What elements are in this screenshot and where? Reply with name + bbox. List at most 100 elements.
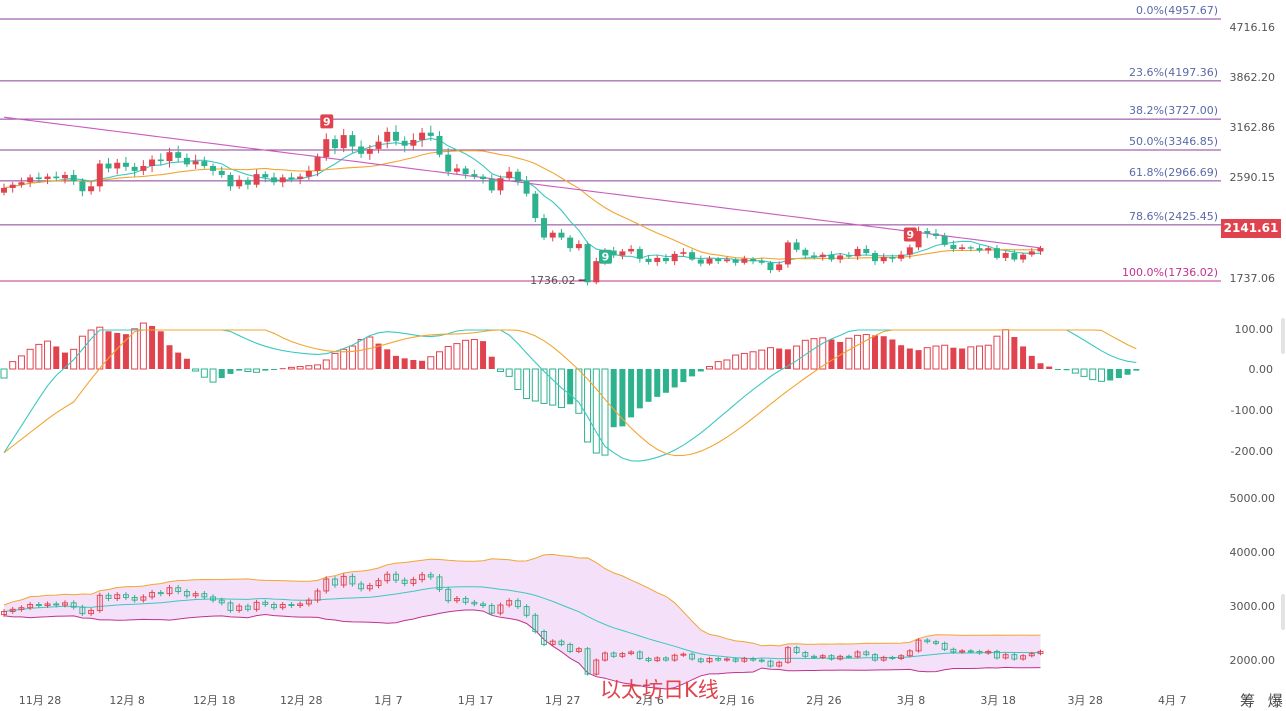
boll-candle-body	[210, 596, 216, 601]
candle-body	[506, 171, 513, 179]
boll-candle-body	[88, 609, 95, 615]
boll-candle-body	[924, 639, 931, 643]
boll-candle	[602, 651, 608, 662]
boll-candle	[924, 638, 931, 644]
boll-candle-body	[645, 658, 652, 662]
boll-candle-body	[393, 573, 399, 581]
candle-body	[915, 231, 922, 248]
boll-candle-body	[906, 650, 913, 657]
candle-body	[1002, 253, 1009, 258]
candle-body	[872, 253, 878, 262]
macd-bar	[392, 355, 399, 369]
fib-label-6: 100.0%(1736.02)	[1122, 266, 1218, 279]
candle-body	[436, 135, 443, 155]
candle	[567, 235, 574, 252]
pane-resize-grip-macd[interactable]	[1281, 318, 1285, 354]
candle-body	[1, 187, 7, 193]
boll-candle-body	[941, 642, 948, 650]
boll-candle	[506, 598, 513, 608]
candle	[210, 163, 217, 176]
boll-candle-body	[96, 594, 103, 611]
boll-candle-body	[628, 651, 635, 655]
macd-bar	[419, 360, 426, 369]
boll-candle-body	[506, 600, 513, 606]
candle	[689, 249, 696, 262]
candle	[445, 148, 452, 177]
candle	[79, 178, 86, 197]
candle-body	[741, 258, 748, 263]
td-badge-text-1: 9	[602, 251, 610, 264]
candle	[924, 227, 931, 239]
pane-resize-grip-boll[interactable]	[1281, 594, 1285, 630]
boll-candle	[244, 603, 251, 612]
boll-candle	[793, 645, 800, 655]
candle-body	[157, 159, 164, 162]
fib-label-1: 23.6%(4197.36)	[1129, 66, 1218, 79]
boll-candle-body	[279, 604, 286, 609]
candle	[950, 240, 957, 253]
boll-candle	[584, 646, 591, 676]
boll-candle-body	[549, 640, 556, 645]
boll-candle	[53, 601, 60, 608]
candle	[523, 175, 530, 197]
boll-candle	[610, 651, 617, 658]
candle-body	[27, 177, 34, 183]
candle	[366, 144, 373, 160]
boll-candle-body	[898, 655, 905, 659]
macd-bar	[549, 368, 557, 406]
candle-body	[305, 170, 312, 177]
macd-bar	[636, 369, 643, 409]
macd-lines	[3, 329, 1137, 462]
boll-candle-body	[819, 655, 826, 658]
macd-bar	[898, 345, 905, 369]
candle	[392, 125, 399, 146]
boll-candle	[1011, 652, 1018, 661]
boll-candle	[880, 655, 887, 662]
macd-bar	[505, 368, 513, 377]
candle	[1037, 245, 1044, 255]
candle-body	[70, 174, 77, 182]
macd-bar	[1011, 337, 1018, 369]
macd-bar	[1133, 369, 1140, 371]
corner-toolbar-text[interactable]: 筹 爆	[1240, 692, 1286, 710]
candle-body	[201, 161, 208, 167]
boll-candle	[985, 649, 992, 655]
boll-candle-body	[297, 603, 304, 606]
candle	[183, 153, 190, 167]
candle-body	[567, 237, 574, 249]
macd-bar	[340, 348, 348, 370]
boll-candle-body	[305, 599, 312, 605]
macd-bar	[175, 352, 182, 369]
boll-candle-body	[593, 659, 600, 675]
boll-candle-body	[35, 604, 42, 606]
candle-body	[210, 166, 217, 171]
candle	[671, 251, 678, 266]
candle-body	[985, 248, 992, 251]
price-tick-3: 2590.15	[1230, 171, 1276, 184]
candle	[628, 245, 635, 255]
boll-candle-body	[567, 643, 574, 652]
macd-bar	[723, 359, 731, 370]
boll-candle-body	[1020, 655, 1027, 660]
candle-body	[53, 176, 60, 179]
macd-bar	[436, 351, 443, 370]
boll-candle-body	[419, 574, 426, 581]
boll-candle	[140, 594, 147, 603]
macd-bar	[662, 369, 669, 393]
candle	[898, 250, 905, 262]
boll-candle-body	[985, 650, 992, 654]
macd-bar	[105, 331, 112, 369]
candle	[53, 171, 60, 182]
boll-candle-body	[366, 585, 373, 590]
candle-body	[732, 259, 739, 263]
boll-candle	[593, 658, 600, 676]
boll-candle	[288, 602, 295, 608]
boll-candle-body	[619, 653, 626, 657]
date-tick-10: 3月 8	[897, 694, 926, 707]
macd-bar	[35, 343, 43, 370]
date-tick-4: 1月 7	[374, 694, 403, 707]
candle-body	[358, 146, 365, 154]
candle	[9, 181, 16, 193]
candle	[70, 169, 77, 185]
